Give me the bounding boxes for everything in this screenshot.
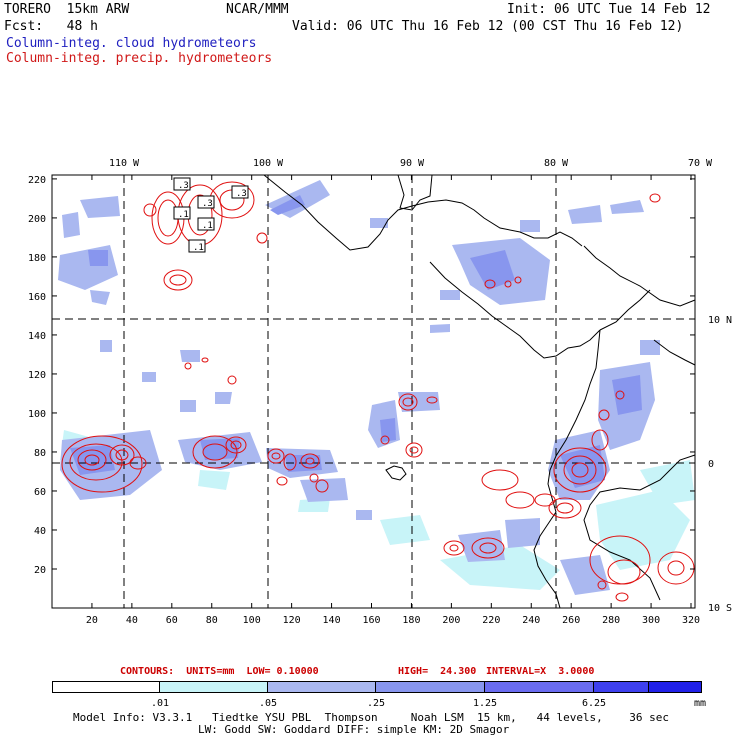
x-tick-label: 240 xyxy=(522,615,540,626)
y-tick-label: 100 xyxy=(28,409,46,420)
colorbar-cell xyxy=(52,681,160,693)
contour-label: .1 xyxy=(178,210,189,220)
x-tick-label: 60 xyxy=(166,615,178,626)
coastline xyxy=(263,174,696,609)
contour-label-boxes: .3 .3 .3 .1 .1 .1 xyxy=(173,177,249,253)
init-time: Init: 06 UTC Tue 14 Feb 12 xyxy=(507,2,711,17)
y-tick-label: 120 xyxy=(28,370,46,381)
plot-frame xyxy=(51,174,696,609)
contour-interval: INTERVAL=X 3.0000 xyxy=(486,666,595,677)
contour-label: .3 xyxy=(236,189,247,199)
y-tick-label: 160 xyxy=(28,292,46,303)
colorbar-label: .05 xyxy=(258,698,278,709)
colorbar-label: .01 xyxy=(150,698,170,709)
y-tick-label: 60 xyxy=(34,487,46,498)
x-tick-label: 260 xyxy=(562,615,580,626)
colorbar-label: 1.25 xyxy=(472,698,498,709)
colorbar-unit: mm xyxy=(693,698,707,709)
contour-label: .3 xyxy=(178,181,189,191)
x-tick-label: 220 xyxy=(482,615,500,626)
x-tick-label: 320 xyxy=(682,615,700,626)
x-tick-label: 300 xyxy=(642,615,660,626)
field-precip-label: Column-integ. precip. hydrometeors xyxy=(6,51,273,66)
lon-label-70w: 70 W xyxy=(688,158,713,169)
contour-label: .1 xyxy=(193,243,204,253)
y-tick-label: 180 xyxy=(28,253,46,264)
valid-time: Valid: 06 UTC Thu 16 Feb 12 (00 CST Thu … xyxy=(292,19,684,34)
x-tick-label: 180 xyxy=(402,615,420,626)
x-tick-label: 140 xyxy=(323,615,341,626)
colorbar-cell xyxy=(594,681,649,693)
graticule xyxy=(52,175,695,608)
lon-label-80w: 80 W xyxy=(544,158,569,169)
lat-label-10s: 10 S xyxy=(708,603,732,614)
y-tick-label: 200 xyxy=(28,214,46,225)
x-tick-label: 40 xyxy=(126,615,138,626)
contour-label: .1 xyxy=(202,221,213,231)
model-name: TORERO 15km ARW xyxy=(4,2,130,17)
lon-label-110w: 110 W xyxy=(109,158,140,169)
y-tick-label: 80 xyxy=(34,448,46,459)
colorbar-frame xyxy=(52,681,702,693)
y-tick-label: 40 xyxy=(34,526,46,537)
colorbar-cell xyxy=(649,681,702,693)
contour-high: HIGH= 24.300 xyxy=(398,666,477,677)
x-tick-label: 120 xyxy=(283,615,301,626)
y-tick-labels: 220 200 180 160 140 120 100 80 60 40 20 xyxy=(28,175,46,576)
model-info-line2: LW: Godd SW: Goddard DIFF: simple KM: 2D… xyxy=(198,723,510,736)
colorbar-label: .25 xyxy=(366,698,386,709)
x-tick-label: 280 xyxy=(602,615,620,626)
colorbar-cell xyxy=(160,681,268,693)
colorbar-cell xyxy=(268,681,376,693)
x-tick-label: 200 xyxy=(442,615,460,626)
forecast-hour: Fcst: 48 h xyxy=(4,19,98,34)
lon-label-100w: 100 W xyxy=(253,158,284,169)
lat-label-10n: 10 N xyxy=(708,315,732,326)
contour-label: .3 xyxy=(202,199,213,209)
contour-units-low: CONTOURS: UNITS=mm LOW= 0.10000 xyxy=(120,666,319,677)
lat-label-0: 0 xyxy=(708,459,714,470)
colorbar-cell xyxy=(376,681,485,693)
x-tick-label: 20 xyxy=(86,615,98,626)
x-tick-label: 80 xyxy=(206,615,218,626)
field-cloud-label: Column-integ. cloud hydrometeors xyxy=(6,36,257,51)
colorbar-label: 6.25 xyxy=(581,698,607,709)
model-info-line1: Model Info: V3.3.1 Tiedtke YSU PBL Thomp… xyxy=(73,711,670,724)
y-tick-label: 140 xyxy=(28,331,46,342)
x-tick-label: 100 xyxy=(243,615,261,626)
colorbar-cell xyxy=(485,681,594,693)
lon-label-90w: 90 W xyxy=(400,158,425,169)
axis-ticks xyxy=(52,175,695,608)
y-tick-label: 220 xyxy=(28,175,46,186)
x-tick-label: 160 xyxy=(362,615,380,626)
y-tick-label: 20 xyxy=(34,565,46,576)
x-tick-labels: 20 40 60 80 100 120 140 160 180 200 220 240 260 280 30… xyxy=(86,615,700,626)
organization: NCAR/MMM xyxy=(226,2,289,17)
